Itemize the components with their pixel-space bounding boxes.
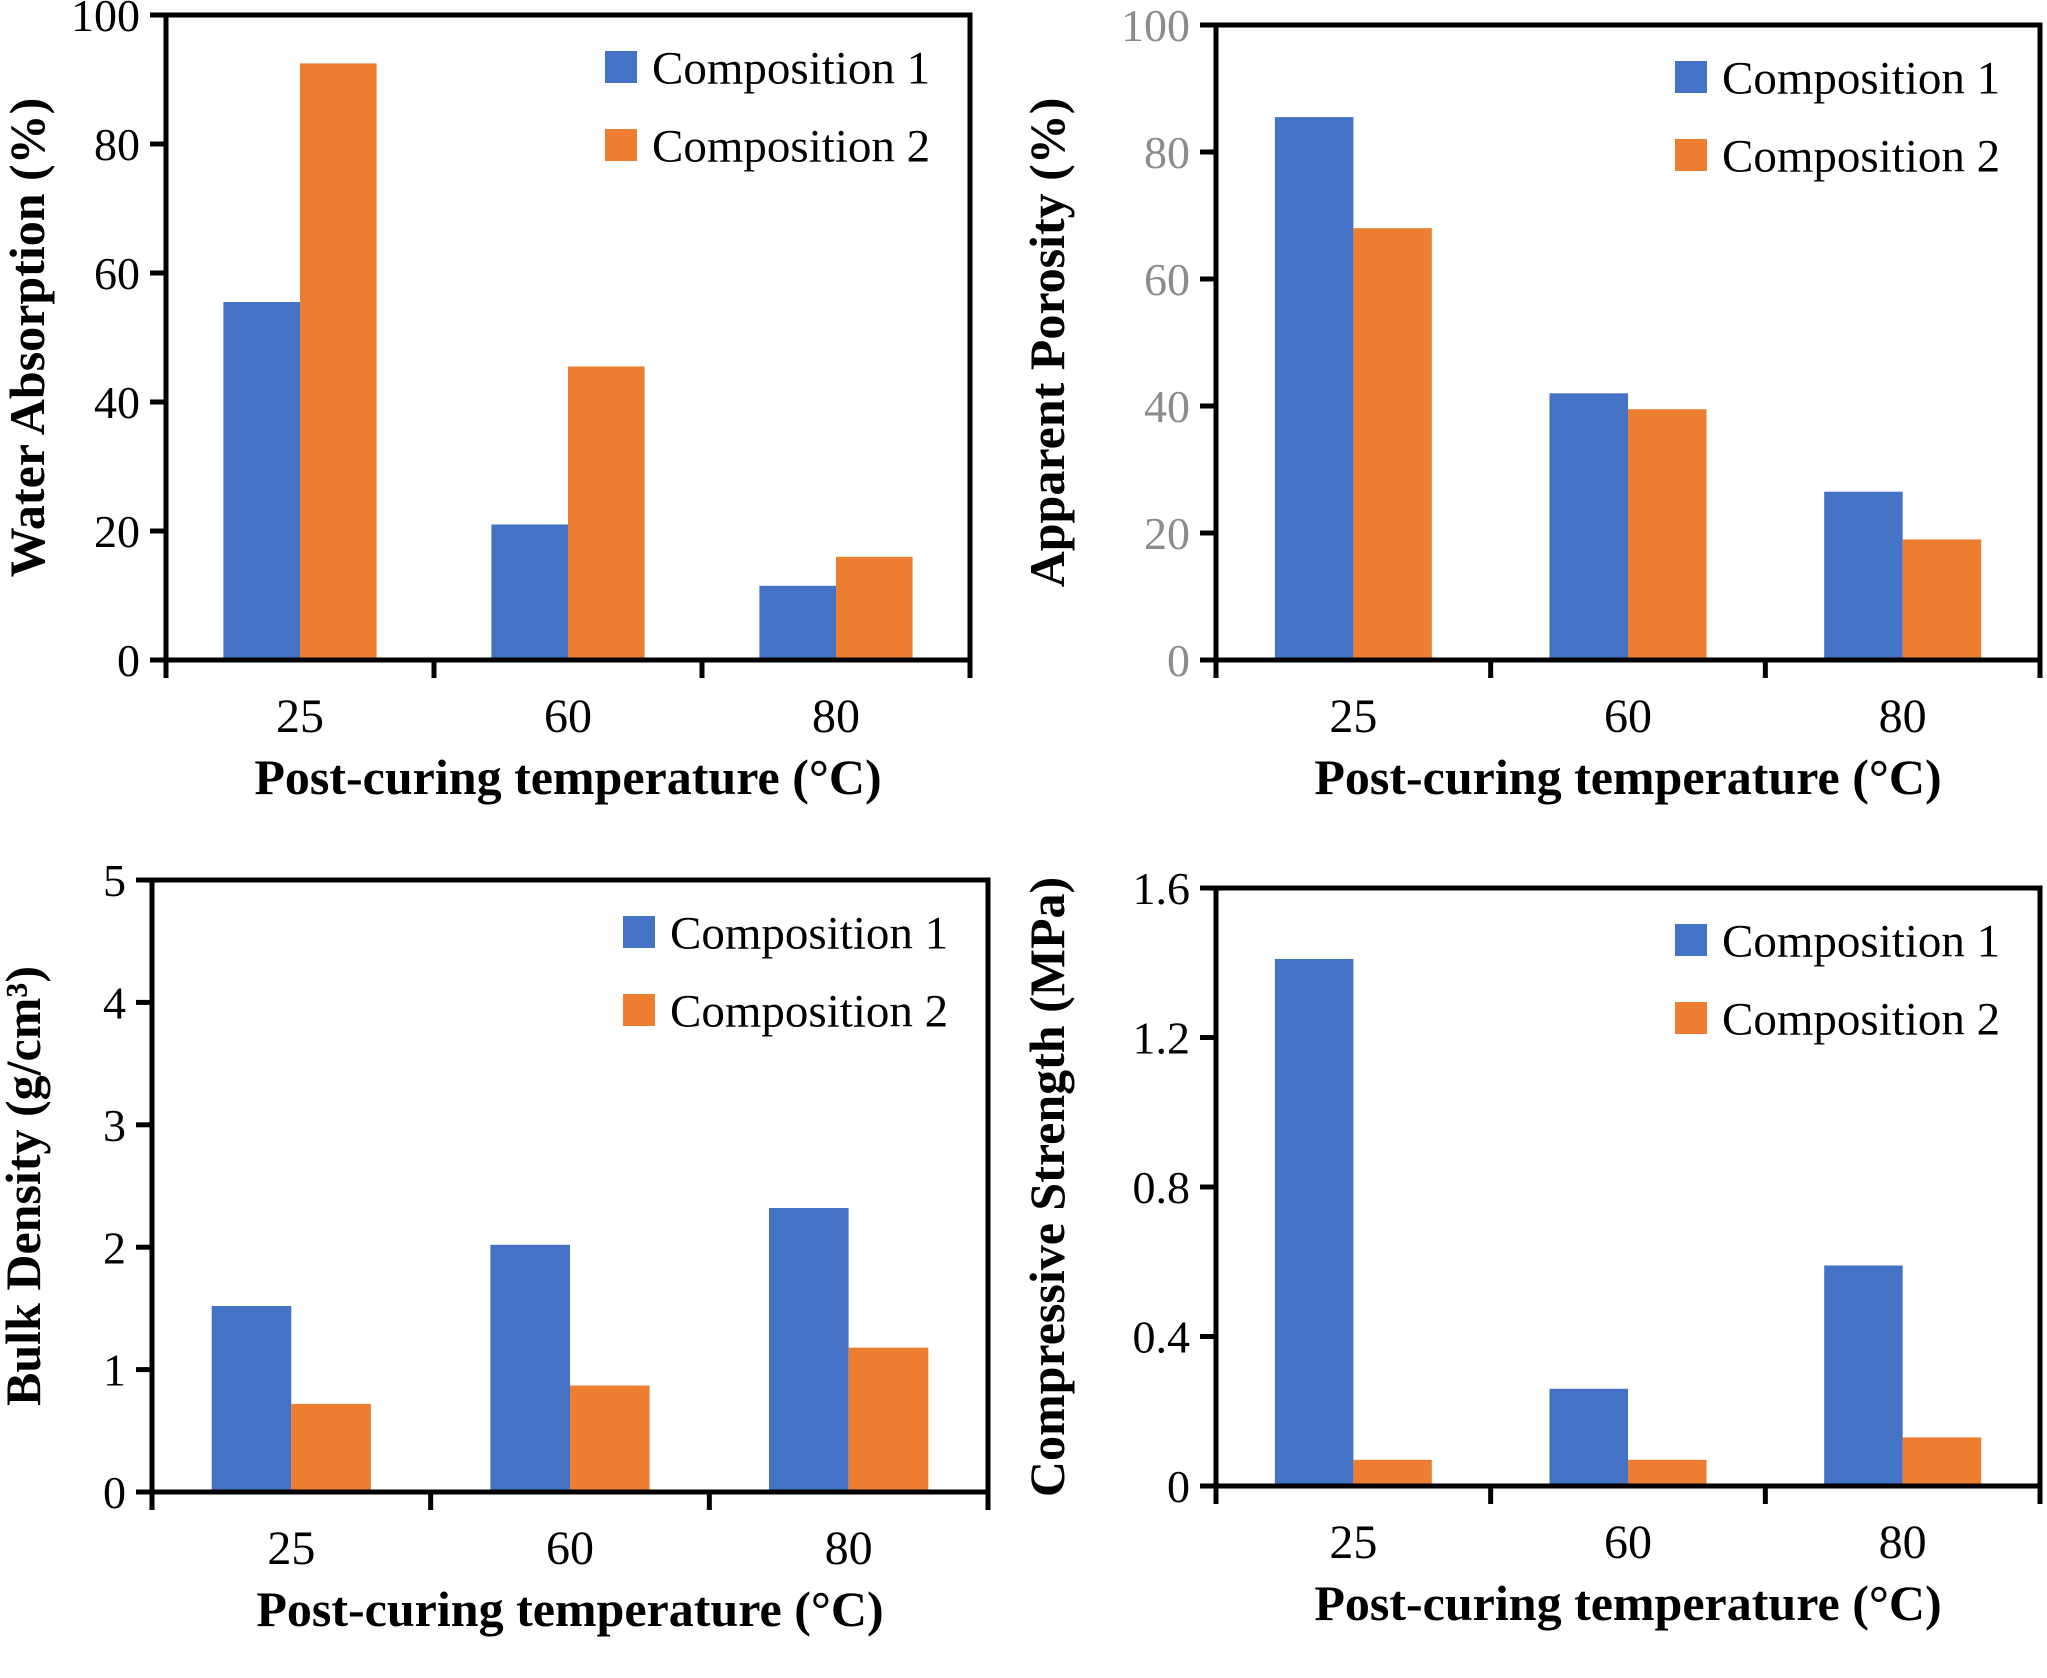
bar-composition-1-60 [1549, 393, 1628, 660]
x-tick-label: 80 [1879, 690, 1927, 743]
y-axis-title: Water Absorption (%) [0, 98, 55, 578]
bar-composition-1-80 [769, 1208, 849, 1492]
bar-composition-2-25 [291, 1403, 371, 1492]
legend-label-composition-1: Composition 1 [670, 907, 948, 959]
bar-composition-2-80 [1902, 1437, 1982, 1486]
y-tick-label: 0.8 [1133, 1162, 1191, 1213]
x-tick-label: 25 [1329, 690, 1377, 743]
bar-composition-1-60 [1549, 1388, 1628, 1486]
x-tick-label: 60 [544, 690, 592, 743]
x-axis-title: Post-curing temperature (°C) [254, 749, 881, 805]
y-tick-label: 1 [103, 1345, 126, 1396]
chart-water-absorption: 0 20 40 60 80 100 25 60 80 Post-curing temperatur… [0, 0, 1024, 820]
x-tick-label: 25 [276, 690, 324, 743]
x-tick-label: 25 [267, 1522, 315, 1575]
bar-composition-2-25 [1353, 1459, 1432, 1486]
y-tick-label: 5 [103, 855, 126, 906]
x-tick-label: 60 [546, 1522, 594, 1575]
y-tick-label: 40 [94, 377, 140, 428]
bar-composition-2-80 [1902, 539, 1982, 661]
y-tick-label: 1.2 [1133, 1013, 1191, 1064]
y-tick-label: 80 [94, 119, 140, 170]
plot-border [149, 877, 991, 1495]
bar-composition-2-60 [570, 1385, 650, 1492]
y-tick-label: 0 [1167, 1461, 1190, 1512]
bar-composition-2-60 [568, 366, 645, 660]
bar-composition-1-25 [211, 1306, 292, 1492]
bar-composition-2-25 [1353, 228, 1432, 660]
y-tick-label: 3 [103, 1100, 126, 1151]
y-tick-label: 1.6 [1133, 863, 1191, 914]
bar-composition-1-60 [491, 524, 568, 660]
y-tick-label: 60 [1144, 254, 1190, 305]
bar-composition-2-60 [1628, 1459, 1707, 1486]
compressive-strength-svg: 0 0.4 0.8 1.2 1.6 25 60 80 Post-curing temperatu… [1024, 863, 2043, 1631]
chart-bulk-density: 0 1 2 3 4 5 25 60 80 Post-curing temperature (°C)… [0, 820, 1024, 1678]
y-tick-label: 20 [1144, 508, 1190, 559]
y-tick-label: 4 [103, 978, 126, 1029]
x-axis-title: Post-curing temperature (°C) [256, 1581, 883, 1637]
bar-composition-1-25 [1274, 117, 1354, 661]
x-tick-label: 25 [1329, 1516, 1377, 1569]
legend-label-composition-2: Composition 2 [1722, 130, 2000, 182]
legend-label-composition-1: Composition 1 [652, 42, 930, 94]
bar-composition-1-25 [223, 302, 300, 660]
bar-composition-2-80 [848, 1347, 929, 1492]
legend-marker-composition-2 [605, 129, 637, 161]
y-axis-title: Compressive Strength (MPa) [1024, 877, 1075, 1497]
legend-marker-composition-2 [623, 994, 655, 1026]
y-tick-label: 40 [1144, 381, 1190, 432]
bar-composition-1-80 [759, 585, 836, 660]
y-tick-label: 0 [117, 635, 140, 686]
x-axis-title: Post-curing temperature (°C) [1314, 1575, 1941, 1631]
legend-label-composition-2: Composition 2 [1722, 993, 2000, 1045]
legend-label-composition-2: Composition 2 [670, 985, 948, 1037]
chart-apparent-porosity: 0 20 40 60 80 100 25 60 80 Post-curing temperatur… [1024, 0, 2047, 820]
plot-border [1213, 22, 2043, 663]
y-tick-label: 80 [1144, 127, 1190, 178]
x-tick-label: 80 [825, 1522, 873, 1575]
legend-marker-composition-2 [1675, 139, 1707, 171]
water-absorption-svg: 0 20 40 60 80 100 25 60 80 Post-curing temperatur… [0, 0, 973, 805]
bar-composition-2-60 [1628, 409, 1707, 660]
y-tick-label: 100 [71, 0, 140, 41]
y-tick-label: 60 [94, 248, 140, 299]
legend-marker-composition-1 [1675, 924, 1707, 956]
y-tick-label: 0 [1167, 635, 1190, 686]
bulk-density-svg: 0 1 2 3 4 5 25 60 80 Post-curing temperature (°C)… [0, 855, 991, 1637]
y-axis-title: Bulk Density (g/cm³) [0, 966, 51, 1406]
y-tick-label: 20 [94, 506, 140, 557]
bar-composition-1-60 [490, 1244, 570, 1492]
bar-composition-2-25 [300, 63, 377, 660]
bar-composition-1-25 [1274, 959, 1354, 1486]
legend-label-composition-1: Composition 1 [1722, 52, 2000, 104]
x-axis-title: Post-curing temperature (°C) [1314, 749, 1941, 805]
legend-marker-composition-1 [605, 51, 637, 83]
x-tick-label: 80 [1879, 1516, 1927, 1569]
legend-marker-composition-2 [1675, 1002, 1707, 1034]
bar-composition-2-80 [836, 556, 913, 660]
y-axis-title: Apparent Porosity (%) [1024, 98, 1075, 588]
plot-border [163, 12, 973, 663]
x-tick-label: 60 [1604, 690, 1652, 743]
y-tick-label: 0.4 [1133, 1312, 1191, 1363]
legend-marker-composition-1 [623, 916, 655, 948]
legend-marker-composition-1 [1675, 61, 1707, 93]
x-tick-label: 60 [1604, 1516, 1652, 1569]
y-tick-label: 100 [1121, 0, 1190, 51]
y-tick-label: 2 [103, 1222, 126, 1273]
legend-label-composition-1: Composition 1 [1722, 915, 2000, 967]
apparent-porosity-svg: 0 20 40 60 80 100 25 60 80 Post-curing temperatur… [1024, 0, 2043, 805]
y-tick-label: 0 [103, 1467, 126, 1518]
bar-composition-1-80 [1824, 491, 1903, 660]
bar-composition-1-80 [1824, 1265, 1903, 1486]
x-tick-label: 80 [812, 690, 860, 743]
legend-label-composition-2: Composition 2 [652, 120, 930, 172]
chart-compressive-strength: 0 0.4 0.8 1.2 1.6 25 60 80 Post-curing temperatu… [1024, 820, 2047, 1678]
